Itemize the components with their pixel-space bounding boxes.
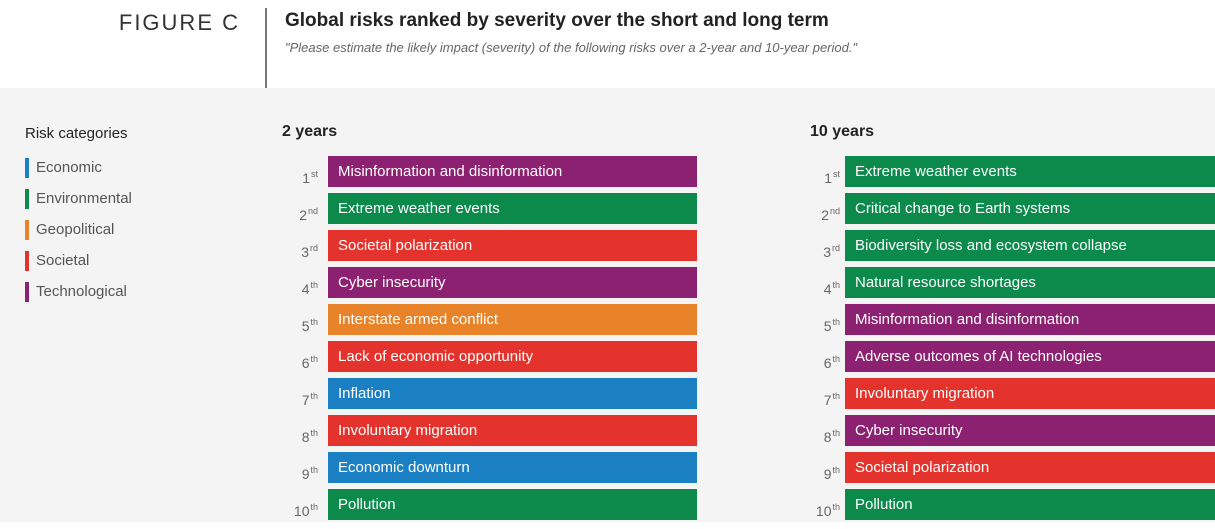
rank-number: 1: [302, 170, 310, 186]
legend-item: Societal: [25, 251, 89, 271]
legend-swatch: [25, 282, 29, 302]
rank-number: 8: [823, 429, 832, 445]
rank-suffix: th: [310, 391, 318, 401]
risk-bar: Inflation: [328, 378, 697, 409]
rank: 2nd: [800, 193, 840, 224]
risk-bar: Misinformation and disinformation: [845, 304, 1215, 335]
rank: 7th: [278, 378, 318, 409]
risk-bar: Cyber insecurity: [845, 415, 1215, 446]
rank-suffix: th: [310, 428, 318, 438]
rank: 2nd: [278, 193, 318, 224]
rank-number: 6: [301, 355, 310, 371]
risk-bar: Natural resource shortages: [845, 267, 1215, 298]
risk-bar: Misinformation and disinformation: [328, 156, 697, 187]
rank: 6th: [800, 341, 840, 372]
legend-swatch: [25, 158, 29, 178]
risk-bar: Lack of economic opportunity: [328, 341, 697, 372]
rank: 10th: [800, 489, 840, 520]
rank-suffix: th: [832, 317, 840, 327]
rank-number: 2: [299, 207, 307, 223]
rank-suffix: rd: [309, 243, 318, 253]
legend-item: Geopolitical: [25, 220, 114, 240]
rank: 9th: [800, 452, 840, 483]
rank-number: 7: [823, 392, 832, 408]
rank-number: 10: [293, 503, 310, 519]
rank: 1st: [278, 156, 318, 187]
rank: 9th: [278, 452, 318, 483]
rank-suffix: th: [832, 280, 840, 290]
column-title: 10 years: [810, 123, 875, 140]
rank: 6th: [278, 341, 318, 372]
rank: 8th: [278, 415, 318, 446]
rank-number: 9: [301, 466, 310, 482]
rank: 4th: [800, 267, 840, 298]
risk-bar: Extreme weather events: [328, 193, 697, 224]
rank-number: 3: [823, 244, 831, 260]
rank-number: 7: [301, 392, 310, 408]
legend-item: Technological: [25, 282, 127, 302]
rank-number: 5: [301, 318, 310, 334]
risk-bar: Pollution: [845, 489, 1215, 520]
rank: 5th: [278, 304, 318, 335]
rank-suffix: th: [310, 354, 318, 364]
rank-suffix: th: [832, 502, 840, 512]
rank: 4th: [278, 267, 318, 298]
rank: 3rd: [800, 230, 840, 261]
risk-bar: Extreme weather events: [845, 156, 1215, 187]
rank-number: 1: [824, 170, 832, 186]
legend-title: Risk categories: [25, 125, 128, 142]
rank-suffix: th: [832, 354, 840, 364]
figure-label: FIGURE C: [118, 10, 240, 35]
risk-bar: Involuntary migration: [845, 378, 1215, 409]
rank-suffix: th: [832, 428, 840, 438]
risk-bar: Interstate armed conflict: [328, 304, 697, 335]
legend-item: Environmental: [25, 189, 132, 209]
risk-bar: Societal polarization: [328, 230, 697, 261]
legend-swatch: [25, 251, 29, 271]
divider: [265, 8, 267, 88]
rank-suffix: rd: [831, 243, 840, 253]
rank-suffix: nd: [829, 206, 840, 216]
rank-suffix: st: [832, 169, 840, 179]
rank-suffix: st: [310, 169, 318, 179]
rank: 3rd: [278, 230, 318, 261]
risk-bar: Cyber insecurity: [328, 267, 697, 298]
rank-number: 4: [301, 281, 310, 297]
rank-suffix: th: [310, 465, 318, 475]
rank-suffix: th: [310, 502, 318, 512]
risk-bar: Critical change to Earth systems: [845, 193, 1215, 224]
rank: 10th: [278, 489, 318, 520]
risk-bar: Biodiversity loss and ecosystem collapse: [845, 230, 1215, 261]
rank-number: 3: [301, 244, 309, 260]
rank-suffix: nd: [307, 206, 318, 216]
rank: 1st: [800, 156, 840, 187]
legend-item: Economic: [25, 158, 102, 178]
risk-bar: Involuntary migration: [328, 415, 697, 446]
rank-number: 8: [301, 429, 310, 445]
risk-bar: Societal polarization: [845, 452, 1215, 483]
rank: 8th: [800, 415, 840, 446]
rank-suffix: th: [310, 317, 318, 327]
risk-bar: Adverse outcomes of AI technologies: [845, 341, 1215, 372]
rank-number: 10: [815, 503, 832, 519]
rank-number: 6: [823, 355, 832, 371]
rank: 7th: [800, 378, 840, 409]
rank-suffix: th: [310, 280, 318, 290]
rank-suffix: th: [832, 391, 840, 401]
title: Global risks ranked by severity over the…: [285, 10, 829, 31]
legend-swatch: [25, 189, 29, 209]
legend-swatch: [25, 220, 29, 240]
risk-bar: Pollution: [328, 489, 697, 520]
rank: 5th: [800, 304, 840, 335]
rank-number: 2: [821, 207, 829, 223]
column-title: 2 years: [282, 123, 338, 140]
rank-number: 4: [823, 281, 832, 297]
rank-number: 9: [823, 466, 832, 482]
rank-number: 5: [823, 318, 832, 334]
rank-suffix: th: [832, 465, 840, 475]
subtitle: "Please estimate the likely impact (seve…: [285, 40, 858, 55]
risk-bar: Economic downturn: [328, 452, 697, 483]
